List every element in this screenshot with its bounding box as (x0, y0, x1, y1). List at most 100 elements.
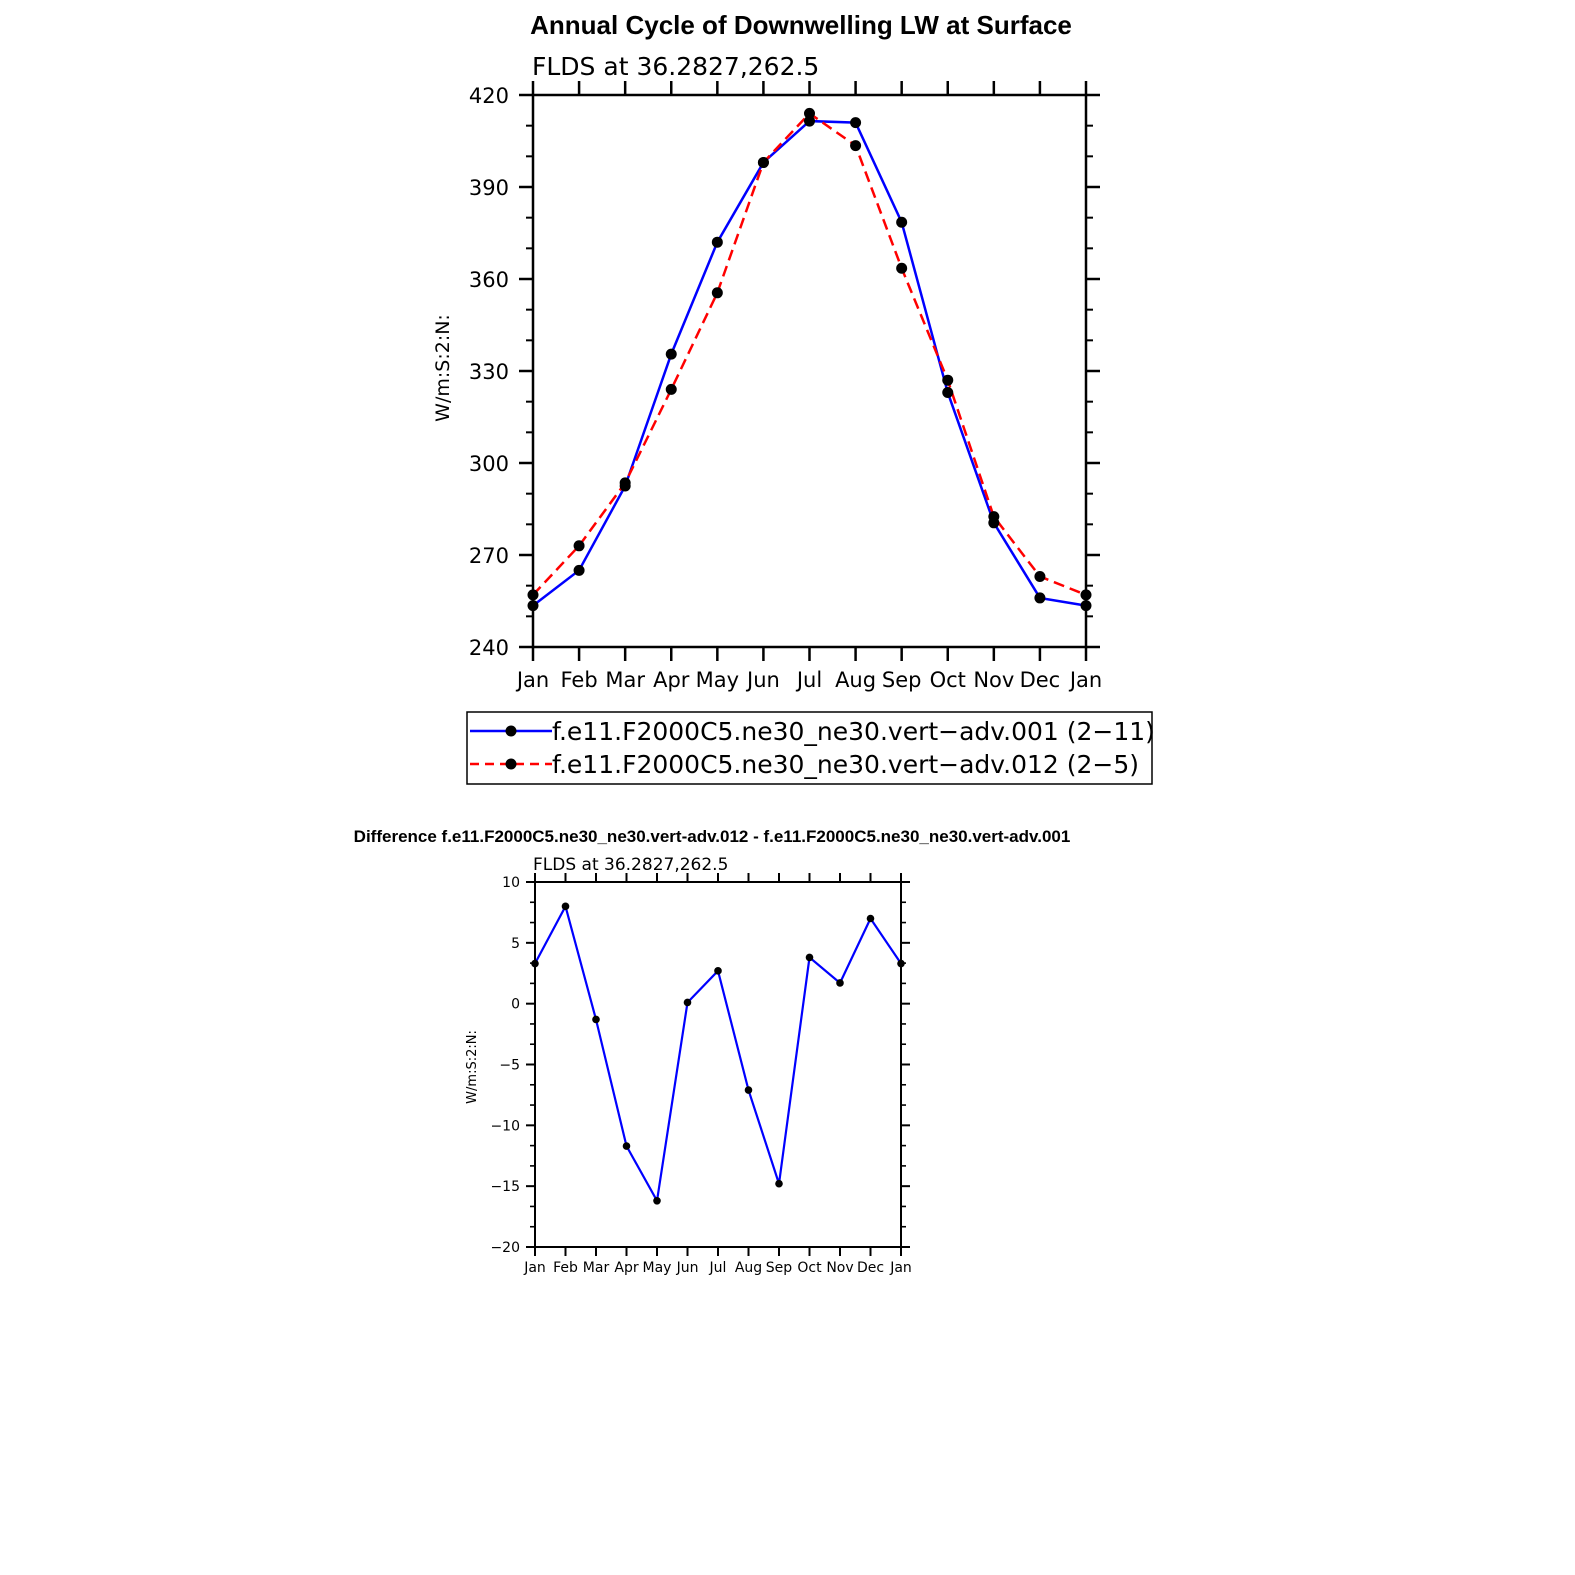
data-point-series-1 (592, 1015, 600, 1024)
data-point-series-1 (653, 1196, 661, 1205)
legend-box (466, 711, 1153, 785)
data-point-series-1 (744, 1086, 753, 1094)
x-tick-label: Jun (676, 1260, 699, 1276)
data-point-series-1 (665, 348, 677, 360)
diff-y-axis-label: W/m:S:2:N: (465, 1030, 480, 1104)
x-tick-label: Jan (515, 668, 549, 692)
x-tick-label: Apr (653, 668, 690, 692)
data-point-series-1 (942, 386, 954, 398)
x-tick-label: Jun (745, 668, 780, 692)
diff-series-layer (531, 902, 905, 1205)
x-tick-label: Jan (889, 1260, 912, 1276)
y-tick-label: 10 (502, 875, 520, 891)
x-tick-label: May (643, 1260, 672, 1276)
y-tick-label: 5 (511, 936, 520, 952)
x-tick-label: Jul (795, 668, 822, 692)
y-tick-label: 240 (469, 636, 509, 660)
x-tick-label: Dec (1020, 668, 1061, 692)
data-point-series-1 (573, 564, 585, 576)
diff-axis-ticks: Jan Feb Mar Apr May Jun Jul Aug Sep Oct Nov Dec Jan−… (490, 873, 912, 1276)
y-tick-label: 0 (511, 997, 520, 1013)
y-tick-label: −10 (490, 1118, 520, 1134)
data-point-series-1 (850, 117, 862, 129)
difference-chart: Difference f.e11.F2000C5.ne30_ne30.vert-… (354, 827, 1071, 1276)
data-point-series-1 (775, 1179, 783, 1188)
y-tick-label: 270 (469, 544, 509, 568)
x-tick-label: Nov (826, 1260, 853, 1276)
data-point-series-1 (804, 115, 815, 127)
y-tick-label: 360 (469, 268, 509, 292)
data-point-series-2 (757, 156, 769, 168)
data-point-series-2 (988, 511, 1000, 523)
data-point-series-2 (896, 262, 908, 274)
data-point-series-1 (1080, 600, 1092, 612)
legend-marker-series-1 (505, 725, 517, 737)
data-point-series-1 (1034, 592, 1046, 604)
data-point-series-1 (836, 979, 844, 987)
x-tick-label: Sep (882, 668, 922, 692)
legend-label-series-2: f.e11.F2000C5.ne30_ne30.vert−adv.012 (2−… (552, 750, 1139, 779)
data-point-series-2 (804, 107, 815, 119)
y-tick-label: −5 (499, 1058, 520, 1074)
x-tick-label: Sep (766, 1260, 793, 1276)
x-tick-label: Nov (973, 668, 1014, 692)
data-point-series-1 (622, 1142, 631, 1150)
data-point-series-2 (619, 477, 631, 489)
series-line-1 (534, 903, 902, 1205)
main-series-layer (527, 107, 1092, 612)
data-point-series-1 (805, 953, 814, 962)
x-tick-label: Aug (835, 668, 876, 692)
x-tick-label: Feb (553, 1260, 578, 1276)
legend-label-series-1: f.e11.F2000C5.ne30_ne30.vert−adv.001 (2−… (552, 717, 1155, 746)
data-point-series-1 (896, 216, 908, 228)
x-tick-label: Mar (605, 668, 645, 692)
x-tick-label: Oct (797, 1260, 822, 1276)
x-tick-label: Oct (930, 668, 966, 692)
x-tick-label: May (696, 668, 739, 692)
y-tick-label: 300 (469, 452, 509, 476)
y-tick-label: 420 (469, 84, 509, 108)
data-point-series-1 (897, 959, 905, 968)
main-chart-title: Annual Cycle of Downwelling LW at Surfac… (530, 10, 1072, 40)
data-point-series-2 (942, 374, 954, 386)
data-point-series-1 (683, 998, 692, 1007)
y-tick-label: −15 (490, 1179, 520, 1195)
x-tick-label: Aug (735, 1260, 762, 1276)
x-tick-label: Feb (560, 668, 597, 692)
y-tick-label: 330 (469, 360, 509, 384)
data-point-series-1 (866, 914, 875, 923)
x-tick-label: Jan (1068, 668, 1102, 692)
diff-chart-subtitle: FLDS at 36.2827,262.5 (533, 855, 728, 875)
y-tick-label: −20 (490, 1240, 520, 1256)
data-point-series-2 (711, 287, 723, 299)
data-point-series-2 (527, 589, 539, 601)
diff-plot-frame (534, 881, 902, 1248)
x-tick-label: Jul (709, 1260, 727, 1276)
x-tick-label: Jan (523, 1260, 546, 1276)
main-chart-subtitle: FLDS at 36.2827,262.5 (532, 52, 819, 81)
data-point-series-1 (714, 967, 722, 975)
legend-marker-series-2 (505, 758, 517, 770)
diff-chart-title: Difference f.e11.F2000C5.ne30_ne30.vert-… (354, 827, 1071, 846)
main-plot-frame (531, 93, 1088, 649)
annual-cycle-chart: Annual Cycle of Downwelling LW at Surfac… (432, 10, 1155, 785)
data-point-series-2 (1034, 570, 1046, 582)
data-point-series-1 (527, 600, 539, 612)
main-y-axis-label: W/m:S:2:N: (432, 314, 454, 422)
data-point-series-2 (573, 540, 585, 552)
x-tick-label: Mar (583, 1260, 610, 1276)
series-line-1 (532, 119, 1087, 607)
x-tick-label: Dec (857, 1260, 884, 1276)
data-point-series-2 (665, 383, 677, 395)
legend: f.e11.F2000C5.ne30_ne30.vert−adv.001 (2−… (466, 711, 1155, 785)
data-point-series-2 (1080, 589, 1092, 601)
data-point-series-2 (850, 140, 862, 152)
x-tick-label: Apr (614, 1260, 638, 1276)
data-point-series-1 (711, 236, 723, 248)
series-line-2 (532, 111, 1087, 597)
y-tick-label: 390 (469, 176, 509, 200)
data-point-series-1 (561, 902, 570, 911)
data-point-series-1 (531, 959, 539, 968)
main-axis-ticks: Jan Feb Mar Apr May Jun Jul Aug Sep Oct Nov Dec Jan2… (469, 81, 1102, 692)
